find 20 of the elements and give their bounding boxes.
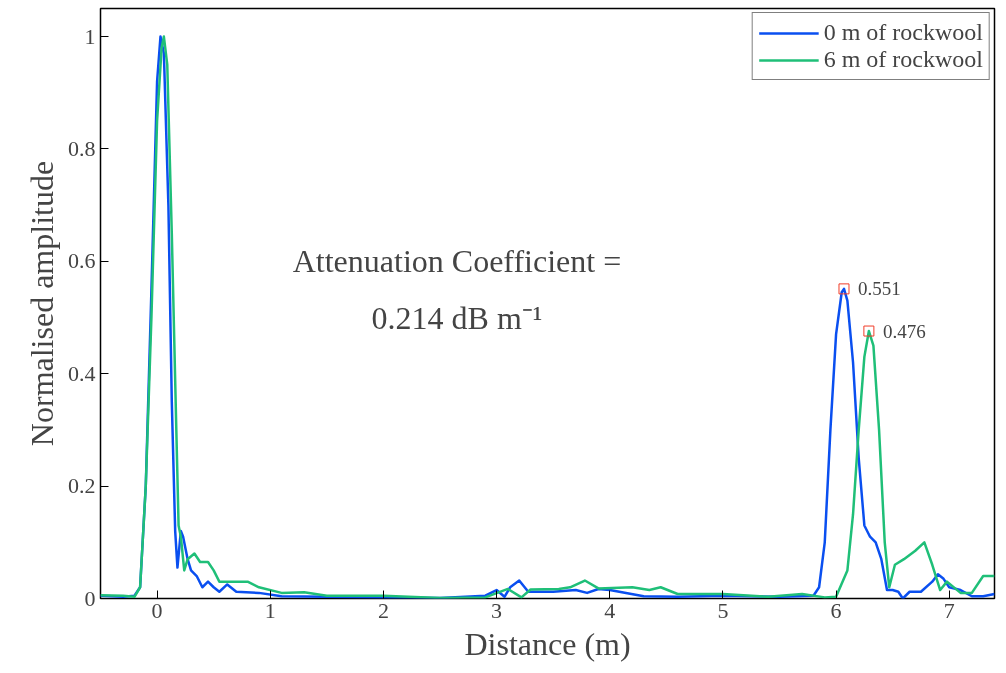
annotation: 0.476 <box>882 320 926 342</box>
y-axis-title: Normalised amplitude <box>24 160 60 447</box>
x-tick-label: 5 <box>717 597 729 623</box>
x-axis-title: Distance (m) <box>464 625 631 662</box>
x-tick-label: 2 <box>377 597 389 623</box>
y-tick-label: 0.8 <box>68 135 96 161</box>
x-tick-label: 1 <box>264 597 276 623</box>
annotation: 0.551 <box>857 278 901 300</box>
annotation: Attenuation Coefficient = 0.214 dB m⁻¹ <box>292 243 622 336</box>
x-tick-label: 7 <box>943 597 955 623</box>
x-tick-label: 3 <box>491 597 503 623</box>
y-tick-label: 0.6 <box>68 248 96 274</box>
y-tick-label: 0.2 <box>68 473 96 499</box>
x-tick-label: 4 <box>604 597 616 623</box>
x-tick-label: 0 <box>151 597 163 623</box>
y-tick-label: 1 <box>84 23 96 49</box>
legend-label: 6 m of rockwool <box>823 46 983 73</box>
x-tick-label: 6 <box>830 597 842 623</box>
legend-label: 0 m of rockwool <box>823 19 983 46</box>
y-tick-label: 0.4 <box>68 360 96 386</box>
